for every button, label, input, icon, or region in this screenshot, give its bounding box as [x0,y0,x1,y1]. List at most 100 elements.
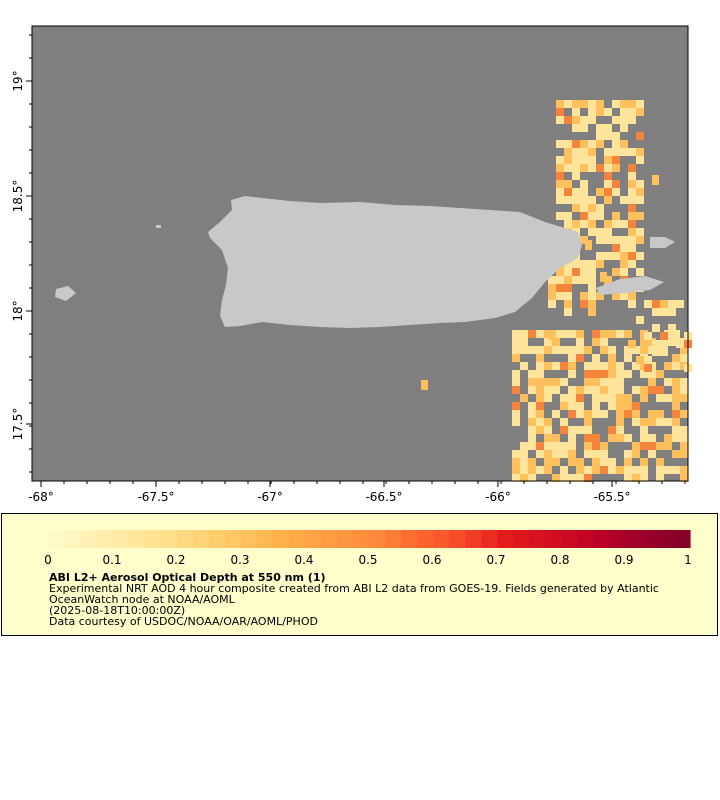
y-tick-label: 18° [11,300,25,321]
aod-pixel [572,124,580,132]
aod-pixel [536,418,544,426]
aod-pixel [604,180,612,188]
aod-pixel [576,330,584,338]
aod-pixel [580,124,588,132]
aod-pixel [636,236,644,244]
aod-pixel [600,450,608,458]
aod-pixel [580,156,588,164]
aod-pixel [588,156,596,164]
aod-pixel [672,426,680,434]
aod-pixel [536,442,544,450]
aod-pixel [560,450,568,458]
vieques-island [596,276,664,295]
aod-pixel [564,196,572,204]
aod-pixel [564,188,572,196]
colorbar-cell [673,530,691,548]
aod-pixel [632,474,640,482]
aod-pixel [580,260,588,268]
aod-pixel [564,268,572,276]
aod-pixel [584,426,592,434]
aod-pixel [644,364,652,372]
aod-pixel [552,410,560,418]
aod-pixel [544,338,552,346]
colorbar-tick-label: 0.6 [422,553,441,567]
aod-pixel [552,386,560,394]
aod-pixel [596,100,604,108]
aod-pixel [572,164,580,172]
aod-pixel [596,188,604,196]
colorbar-cell [529,530,547,548]
caption-timestamp: (2025-08-18T10:00:00Z) [49,604,186,617]
aod-pixel [652,308,660,316]
aod-pixel [648,370,656,378]
aod-pixel [568,442,576,450]
aod-pixel [620,100,628,108]
caption-line: OceanWatch node at NOAA/AOML [49,593,235,606]
aod-pixel [608,370,616,378]
x-tick-label: -68° [28,490,54,504]
aod-pixel [620,124,628,132]
aod-pixel [548,276,556,284]
aod-pixel [600,394,608,402]
aod-pixel [584,370,592,378]
aod-pixel [612,188,620,196]
aod-pixel [528,386,536,394]
colorbar-cell [497,530,515,548]
aod-pixel [596,140,604,148]
aod-pixel [580,188,588,196]
aod-pixel [628,244,636,252]
colorbar-cell [577,530,595,548]
aod-pixel [536,362,544,370]
aod-pixel [556,140,564,148]
aod-pixel [520,442,528,450]
aod-pixel [588,108,596,116]
aod-pixel [672,362,680,370]
aod-pixel [592,338,600,346]
aod-pixel [624,450,632,458]
aod-pixel [616,378,624,386]
colorbar-cell [513,530,531,548]
aod-pixel [604,236,612,244]
colorbar-cell [272,530,290,548]
aod-pixel [656,394,664,402]
aod-pixel [604,228,612,236]
aod-pixel [604,108,612,116]
aod-pixel [592,354,600,362]
aod-pixel [600,338,608,346]
aod-pixel [648,434,656,442]
aod-pixel [544,346,552,354]
aod-pixel [556,156,564,164]
aod-pixel [620,220,628,228]
aod-pixel [584,466,592,474]
aod-pixel [520,338,528,346]
aod-pixel [632,386,640,394]
aod-pixel [620,252,628,260]
aod-pixel [680,426,688,434]
aod-pixel [564,260,572,268]
aod-pixel [564,300,572,308]
aod-pixel [572,108,580,116]
colorbar-cell [240,530,258,548]
aod-pixel [576,354,584,362]
aod-pixel [572,204,580,212]
aod-pixel [584,450,592,458]
aod-pixel [656,410,664,418]
aod-pixel [592,442,600,450]
aod-pixel [628,164,636,172]
aod-pixel [564,220,572,228]
aod-pixel [584,474,592,482]
aod-pixel [636,196,644,204]
aod-pixel [616,466,624,474]
aod-pixel [608,458,616,466]
aod-pixel [652,340,660,348]
aod-pixel [672,434,680,442]
aod-pixel [608,434,616,442]
aod-pixel [640,434,648,442]
aod-pixel [648,410,656,418]
aod-pixel [560,418,568,426]
aod-pixel [556,116,564,124]
puerto-rico-island [208,196,582,328]
aod-pixel [564,276,572,284]
aod-pixel [664,466,672,474]
aod-pixel [549,330,556,340]
